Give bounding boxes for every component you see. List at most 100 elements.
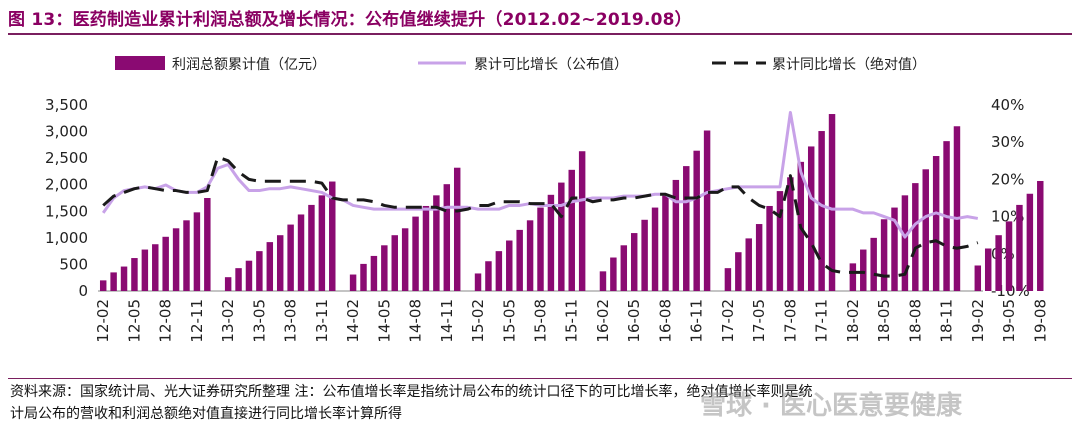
left-axis-tick: 3,500 — [45, 96, 88, 114]
profit-bar — [807, 146, 815, 291]
right-axis-tick: 30% — [991, 133, 1024, 151]
profit-bar — [349, 274, 357, 291]
profit-bar — [693, 150, 700, 291]
x-axis-tick: 13-08 — [282, 299, 300, 343]
legend-label-bars: 利润总额累计值（亿元） — [172, 57, 326, 73]
profit-bar — [526, 220, 534, 291]
right-axis-tick: 20% — [991, 170, 1024, 188]
profit-bar — [172, 228, 180, 291]
profit-bar — [235, 268, 242, 291]
footnote-divider — [8, 378, 1072, 379]
profit-bar — [381, 245, 388, 291]
x-axis-tick: 16-08 — [656, 299, 674, 343]
profit-bar — [1016, 204, 1023, 291]
absolute-growth-line — [102, 155, 979, 278]
x-axis-tick: 19-05 — [1000, 299, 1018, 343]
profit-bar — [953, 126, 961, 291]
x-axis-tick: 18-02 — [844, 299, 862, 343]
x-axis-tick: 14-05 — [375, 299, 393, 343]
profit-bar — [1037, 180, 1044, 291]
footnote: 资料来源：国家统计局、光大证券研究所整理 注：公布值增长率是指统计局公布的统计口… — [10, 381, 1070, 425]
profit-bar — [828, 114, 836, 291]
profit-bar — [599, 271, 607, 291]
profit-bar — [880, 219, 888, 291]
x-axis-tick: 16-11 — [688, 299, 706, 343]
profit-bar — [766, 205, 773, 291]
profit-bar — [401, 228, 409, 291]
profit-bar — [516, 229, 523, 291]
x-axis-tick: 13-05 — [250, 299, 268, 343]
chart-canvas: 05001,0001,5002,0002,5003,0003,500-10%0%… — [45, 56, 1049, 343]
x-axis-tick: 15-05 — [500, 299, 518, 343]
profit-bar — [131, 258, 138, 291]
profit-bar — [672, 179, 680, 291]
x-axis-tick: 15-02 — [469, 299, 487, 343]
profit-bar — [329, 181, 336, 291]
profit-bar — [485, 261, 492, 291]
profit-bar — [558, 182, 565, 291]
x-axis-tick: 12-08 — [157, 299, 175, 343]
profit-bar — [641, 219, 648, 291]
profit-bar — [412, 216, 419, 291]
x-axis-tick: 13-11 — [313, 299, 331, 343]
profit-bar — [120, 266, 128, 291]
profit-bar — [974, 265, 982, 291]
x-axis-tick: 14-08 — [407, 299, 425, 343]
x-axis-tick: 12-02 — [94, 299, 112, 343]
profit-bar — [995, 235, 1002, 291]
x-axis-tick: 18-05 — [875, 299, 893, 343]
left-axis-tick: 1,500 — [45, 202, 88, 220]
x-axis-tick: 17-08 — [781, 299, 799, 343]
profit-bar — [610, 257, 617, 291]
legend-swatch-bars — [115, 56, 165, 70]
profit-bar — [391, 235, 398, 291]
profit-bar — [360, 263, 367, 291]
left-axis-tick: 1,000 — [45, 229, 88, 247]
profit-bar — [266, 242, 274, 291]
profit-bar — [901, 195, 909, 291]
watermark: 雪球 · 医心医意要健康 — [700, 391, 962, 421]
profit-bar — [506, 240, 513, 291]
footnote-line-2: 计局公布的营收和利润总额绝对值直接进行同比增长率计算所得 — [10, 406, 402, 422]
profit-bar — [183, 220, 190, 291]
profit-bar — [776, 191, 784, 291]
x-axis-tick: 18-11 — [938, 299, 956, 343]
profit-bar — [870, 237, 877, 291]
chart-title: 图 13：医药制造业累计利润总额及增长情况：公布值继续提升（2012.02~20… — [8, 10, 692, 30]
profit-bar — [453, 167, 461, 291]
profit-bar — [443, 184, 451, 291]
profit-bar — [984, 248, 992, 291]
profit-bar — [755, 224, 763, 291]
x-axis-tick: 18-08 — [906, 299, 924, 343]
published-growth-line — [101, 110, 979, 239]
footnote-line-1: 资料来源：国家统计局、光大证券研究所整理 注：公布值增长率是指统计局公布的统计口… — [10, 384, 813, 400]
x-axis-tick: 15-11 — [563, 299, 581, 343]
legend-label-published: 累计可比增长（公布值） — [474, 57, 628, 73]
profit-bar — [204, 198, 211, 291]
profit-bar — [578, 151, 586, 291]
profit-bar — [287, 224, 294, 291]
profit-bar — [370, 255, 378, 291]
profit-bar — [162, 236, 169, 291]
profit-bar — [724, 268, 732, 291]
x-axis-tick: 17-05 — [750, 299, 768, 343]
left-axis-tick: 3,000 — [45, 123, 88, 141]
x-axis-tick: 17-02 — [719, 299, 737, 343]
profit-bar — [932, 156, 940, 291]
profit-bar — [1026, 193, 1034, 291]
profit-bar — [620, 245, 628, 291]
profit-bar — [495, 251, 503, 291]
profit-bar — [276, 235, 284, 291]
profit-bar — [818, 131, 825, 291]
x-axis-tick: 19-02 — [969, 299, 987, 343]
profit-bar — [297, 214, 305, 291]
profit-bar — [110, 272, 117, 291]
profit-bar — [152, 244, 159, 291]
profit-bar — [922, 169, 929, 291]
x-axis-tick: 16-05 — [625, 299, 643, 343]
left-axis-tick: 2,000 — [45, 176, 88, 194]
x-axis-tick: 12-11 — [188, 299, 206, 343]
x-axis-tick: 14-11 — [438, 299, 456, 343]
x-axis-tick: 15-08 — [532, 299, 550, 343]
left-axis-tick: 500 — [59, 255, 88, 273]
